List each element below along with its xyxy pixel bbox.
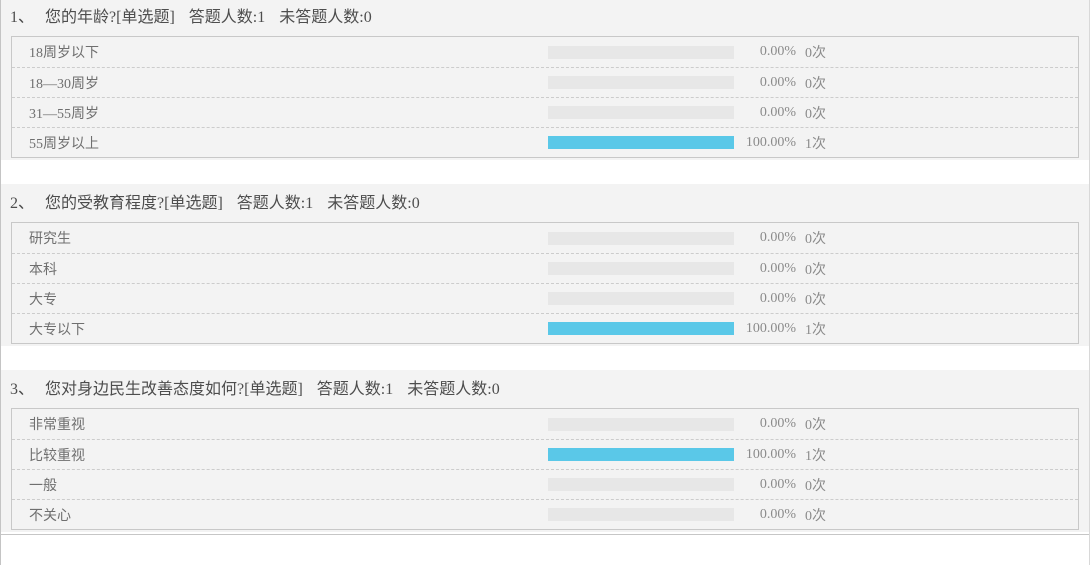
option-count: 1次 [805, 322, 826, 338]
question-number: 2、 [10, 195, 35, 212]
question-type-tag: [单选题] [116, 9, 175, 26]
question-number: 3、 [10, 381, 35, 398]
question-1-options-box: 18周岁以下 0.00% 0次 18—30周岁 0.00% 0次 31—55周岁… [11, 36, 1079, 158]
option-label: 不关心 [29, 508, 71, 524]
option-row: 非常重视 0.00% 0次 [12, 409, 1078, 439]
option-count: 0次 [805, 262, 826, 278]
bar-track [548, 45, 734, 59]
question-3-header: 3、 您对身边民生改善态度如何?[单选题] 答题人数:1 未答题人数:0 [1, 379, 1089, 401]
option-percent: 0.00% [759, 260, 796, 276]
option-row: 大专以下 100.00% 1次 [12, 313, 1078, 343]
question-title: 您的年龄? [45, 9, 117, 26]
option-count: 0次 [805, 478, 826, 494]
question-section-1: 1、 您的年龄?[单选题] 答题人数:1 未答题人数:0 18周岁以下 0.00% 0… [1, 0, 1089, 160]
bar-track [548, 478, 734, 491]
option-label: 非常重视 [29, 418, 85, 433]
question-title: 您的受教育程度? [45, 195, 165, 212]
bar-track [548, 322, 734, 335]
question-1-header: 1、 您的年龄?[单选题] 答题人数:1 未答题人数:0 [1, 7, 1089, 29]
option-row: 本科 0.00% 0次 [12, 253, 1078, 283]
option-count: 0次 [805, 508, 826, 524]
option-row: 大专 0.00% 0次 [12, 283, 1078, 313]
question-2-options-box: 研究生 0.00% 0次 本科 0.00% 0次 大专 0.00% 0次 大专以… [11, 222, 1079, 344]
question-type-tag: [单选题] [244, 381, 303, 398]
option-row: 研究生 0.00% 0次 [12, 223, 1078, 253]
question-number: 1、 [10, 9, 35, 26]
option-count: 0次 [805, 106, 826, 122]
bar-fill [548, 448, 734, 461]
bar-track [548, 448, 734, 461]
option-percent: 0.00% [759, 44, 796, 59]
question-3-options-box: 非常重视 0.00% 0次 比较重视 100.00% 1次 一般 0.00% 0… [11, 408, 1079, 530]
option-row: 比较重视 100.00% 1次 [12, 439, 1078, 469]
option-count: 0次 [805, 46, 826, 61]
option-row: 18—30周岁 0.00% 0次 [12, 67, 1078, 97]
option-count: 1次 [805, 136, 826, 152]
bar-track [548, 106, 734, 119]
option-count: 0次 [805, 232, 826, 247]
question-title: 您对身边民生改善态度如何? [45, 381, 245, 398]
option-count: 0次 [805, 292, 826, 308]
option-percent: 0.00% [759, 230, 796, 245]
option-percent: 0.00% [759, 104, 796, 120]
option-count: 1次 [805, 448, 826, 464]
option-count: 0次 [805, 418, 826, 433]
page-bottom-divider [1, 534, 1089, 540]
option-label: 18—30周岁 [29, 76, 99, 92]
question-section-2: 2、 您的受教育程度?[单选题] 答题人数:1 未答题人数:0 研究生 0.00% 0… [1, 184, 1089, 346]
option-label: 18周岁以下 [29, 46, 99, 61]
answered-count: 答题人数:1 [188, 9, 266, 26]
unanswered-count: 未答题人数:0 [327, 195, 420, 212]
option-row: 55周岁以上 100.00% 1次 [12, 127, 1078, 157]
option-row: 18周岁以下 0.00% 0次 [12, 37, 1078, 67]
option-label: 55周岁以上 [29, 136, 99, 152]
bar-track [548, 136, 734, 149]
option-label: 研究生 [29, 232, 71, 247]
bar-track [548, 76, 734, 89]
option-label: 31—55周岁 [29, 106, 99, 122]
bar-fill [548, 322, 734, 335]
bar-track [548, 417, 734, 431]
answered-count: 答题人数:1 [316, 381, 394, 398]
option-label: 大专以下 [29, 322, 85, 338]
bar-fill [548, 136, 734, 149]
option-percent: 100.00% [745, 320, 796, 336]
bar-track [548, 262, 734, 275]
option-label: 一般 [29, 478, 57, 494]
option-percent: 0.00% [759, 506, 796, 522]
question-section-3: 3、 您对身边民生改善态度如何?[单选题] 答题人数:1 未答题人数:0 非常重视 0… [1, 370, 1089, 532]
option-count: 0次 [805, 76, 826, 92]
option-percent: 0.00% [759, 290, 796, 306]
unanswered-count: 未答题人数:0 [279, 9, 372, 26]
option-percent: 100.00% [745, 134, 796, 150]
bar-track [548, 231, 734, 245]
option-label: 本科 [29, 262, 57, 278]
bar-track [548, 508, 734, 521]
option-row: 不关心 0.00% 0次 [12, 499, 1078, 529]
question-type-tag: [单选题] [164, 195, 223, 212]
option-label: 大专 [29, 292, 57, 308]
unanswered-count: 未答题人数:0 [407, 381, 500, 398]
option-percent: 0.00% [759, 476, 796, 492]
option-label: 比较重视 [29, 448, 85, 464]
bar-track [548, 292, 734, 305]
option-row: 31—55周岁 0.00% 0次 [12, 97, 1078, 127]
option-percent: 0.00% [759, 74, 796, 90]
question-2-header: 2、 您的受教育程度?[单选题] 答题人数:1 未答题人数:0 [1, 193, 1089, 215]
option-row: 一般 0.00% 0次 [12, 469, 1078, 499]
option-percent: 0.00% [759, 416, 796, 431]
option-percent: 100.00% [745, 446, 796, 462]
answered-count: 答题人数:1 [236, 195, 314, 212]
